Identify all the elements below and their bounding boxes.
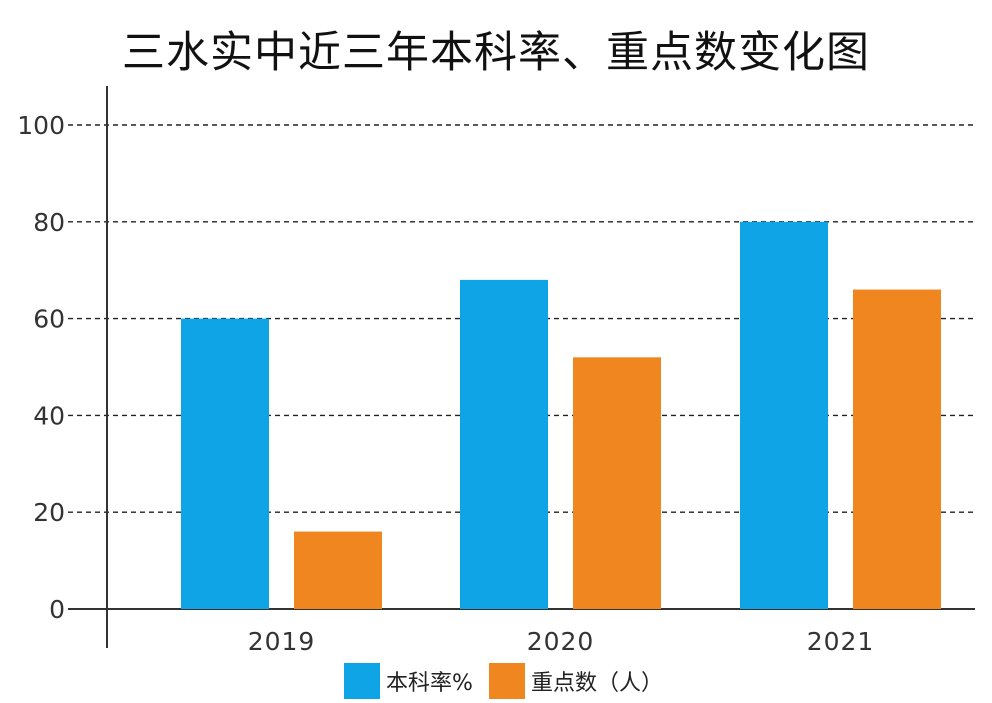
x-tick-label: 2020: [527, 627, 595, 656]
legend-item-key-count: 重点数（人）: [489, 663, 663, 699]
bar-undergrad-rate-2019: [181, 318, 269, 609]
legend-item-undergrad-rate: 本科率%: [344, 663, 473, 699]
y-tick-label: 20: [33, 498, 65, 527]
legend-swatch-undergrad-rate: [344, 663, 380, 699]
x-tick-label: 2019: [248, 627, 316, 656]
chart-title: 三水实中近三年本科率、重点数变化图: [122, 28, 870, 78]
y-tick-label: 100: [17, 111, 65, 140]
bar-key-count-2020: [573, 357, 661, 609]
bar-undergrad-rate-2021: [740, 221, 828, 610]
legend-label-undergrad-rate: 本科率%: [386, 671, 473, 696]
y-tick-label: 0: [49, 595, 65, 624]
bar-key-count-2021: [853, 289, 941, 609]
y-tick-label: 80: [33, 208, 65, 237]
x-tick-label: 2021: [807, 627, 875, 656]
bar-undergrad-rate-2020: [460, 279, 548, 609]
legend-swatch-key-count: [489, 663, 525, 699]
legend-label-key-count: 重点数（人）: [531, 671, 664, 696]
legend: 本科率% 重点数（人）: [0, 663, 992, 699]
y-tick-label: 40: [33, 401, 65, 430]
y-tick-label: 60: [33, 305, 65, 334]
bar-key-count-2019: [294, 531, 382, 609]
